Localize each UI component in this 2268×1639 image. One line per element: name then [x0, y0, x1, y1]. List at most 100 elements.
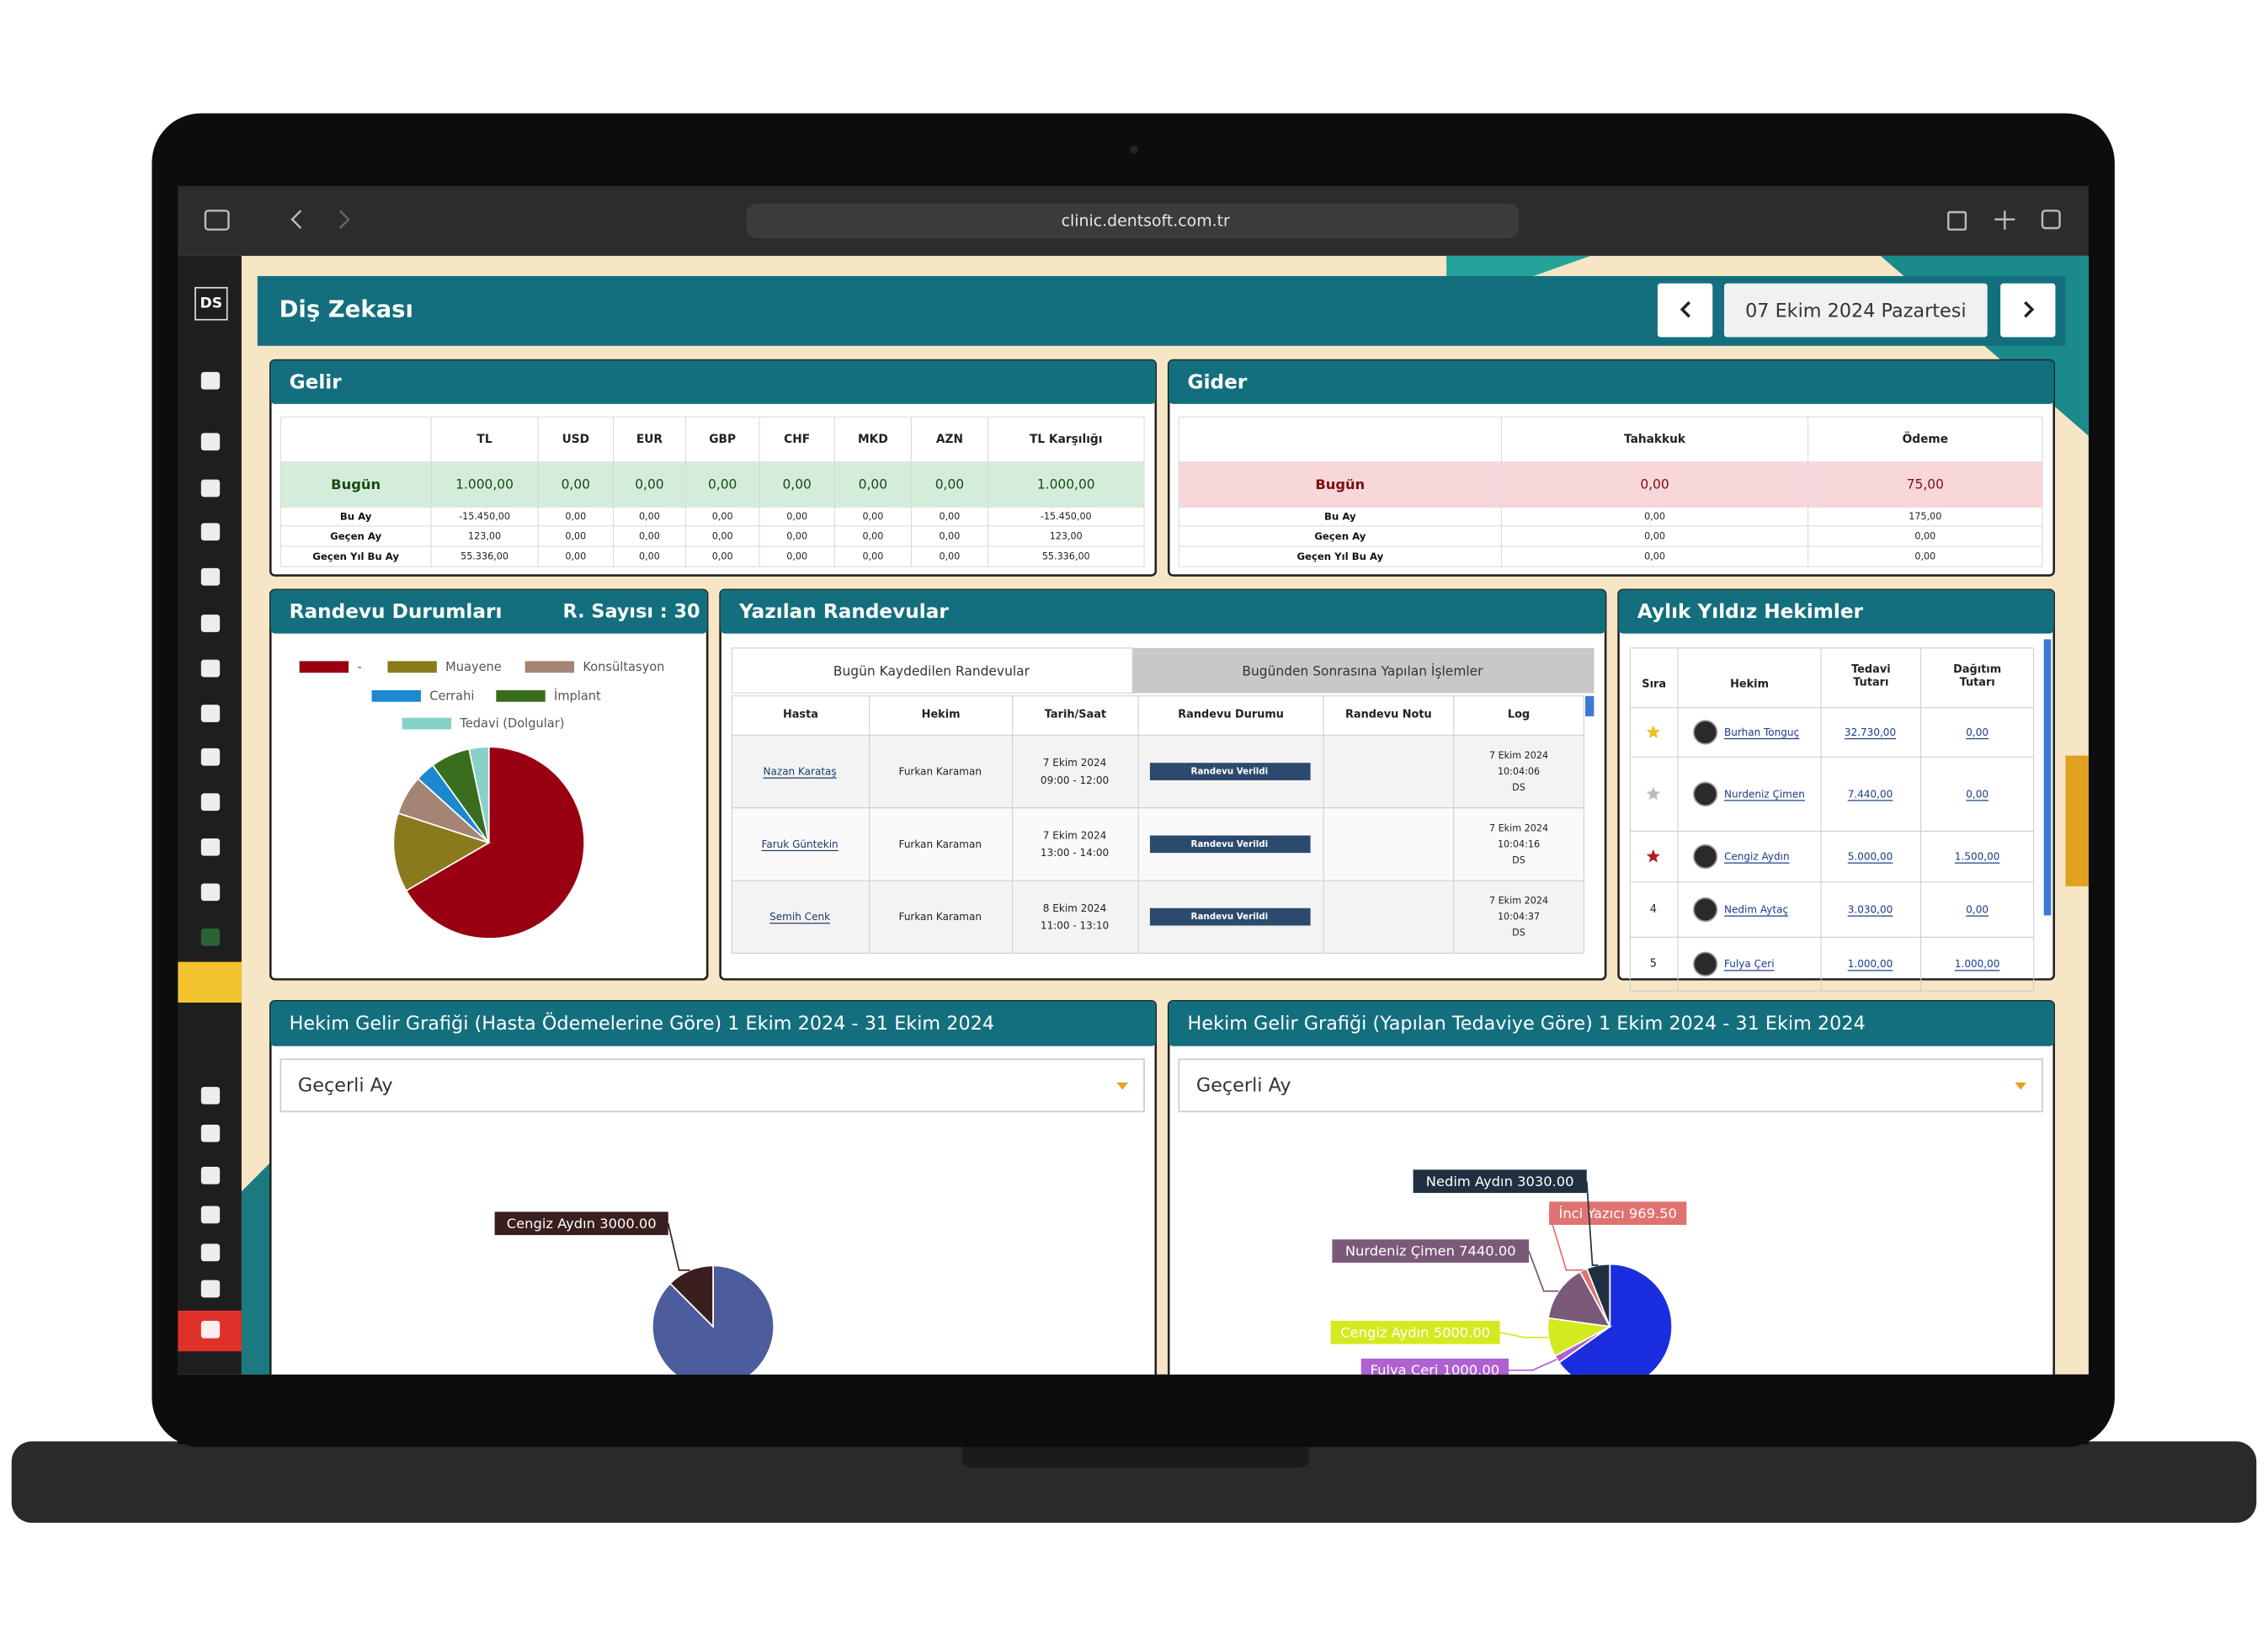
sidebar-icon[interactable] [200, 1167, 221, 1184]
sidebar-icon[interactable] [200, 433, 221, 451]
legend-label[interactable]: Cerrahi [429, 689, 474, 703]
sidebar-icon[interactable] [200, 1205, 221, 1224]
forward-button[interactable] [338, 210, 350, 229]
next-day-button[interactable] [2000, 283, 2056, 338]
sidebar-icon[interactable] [200, 1320, 221, 1338]
chevron-left [1680, 301, 1690, 318]
dropdown[interactable] [1178, 1058, 2043, 1113]
doctor-link[interactable]: Fulya Çeri [1724, 958, 1775, 970]
back-button[interactable] [290, 210, 302, 229]
log-text: 7 Ekim 2024 [1489, 750, 1548, 761]
pie-slice [652, 1264, 775, 1375]
amount-link[interactable]: 7.440,00 [1848, 788, 1893, 800]
row-label: Bugün [331, 476, 381, 492]
sidebar-toggle[interactable] [204, 210, 230, 231]
cell: 0,00 [1644, 530, 1665, 541]
legend-label[interactable]: İmplant [554, 688, 601, 703]
sidebar-icon[interactable] [200, 705, 221, 722]
amount-link[interactable]: 0,00 [1966, 726, 1988, 738]
doctor: Furkan Karaman [899, 911, 982, 923]
prev-day-button[interactable] [1657, 283, 1713, 338]
sidebar-icon[interactable] [200, 479, 221, 498]
sidebar-icon[interactable] [200, 1280, 221, 1298]
rank-star [1646, 849, 1660, 863]
cell: 0,00 [786, 530, 807, 541]
doctor-link[interactable]: Burhan Tonguç [1724, 726, 1799, 738]
laptop-notch [961, 1444, 1309, 1468]
avatar [1693, 897, 1718, 923]
doctor-link[interactable]: Nedim Aytaç [1724, 903, 1788, 915]
sidebar-icon[interactable] [200, 883, 221, 902]
amount-link[interactable]: 5.000,00 [1848, 850, 1893, 862]
patient-link[interactable]: Nazan Karataş [764, 766, 837, 778]
amount-link[interactable]: 0,00 [1966, 788, 1988, 800]
patient-link[interactable]: Faruk Güntekin [762, 838, 839, 850]
sidebar-icon[interactable] [200, 371, 221, 390]
amount-link[interactable]: 3.030,00 [1848, 903, 1893, 915]
legend-label[interactable]: Tedavi (Dolgular) [459, 716, 564, 731]
page-title: Diş Zekası [280, 296, 413, 323]
legend-label[interactable]: Muayene [445, 660, 502, 674]
legend-swatch [371, 689, 421, 702]
column-header: Tedavi Tutarı [1851, 663, 1891, 689]
bg-pattern [2065, 755, 2089, 886]
cell: 1.000,00 [455, 477, 514, 492]
date-time: 7 Ekim 2024 [1043, 757, 1106, 769]
amount-link[interactable]: 1.500,00 [1955, 850, 2000, 862]
amount-link[interactable]: 32.730,00 [1845, 726, 1896, 738]
sidebar-active-item[interactable] [178, 961, 242, 1003]
date-time: 7 Ekim 2024 [1043, 829, 1106, 841]
log-text: 7 Ekim 2024 [1489, 896, 1548, 907]
dropdown[interactable] [280, 1058, 1145, 1113]
cell: 0,00 [565, 551, 586, 562]
panel-title: Gelir [290, 370, 343, 393]
share-button[interactable] [1947, 210, 1967, 231]
cell: 0,00 [782, 477, 811, 492]
panel-title: Hekim Gelir Grafiği (Yapılan Tedaviye Gö… [1188, 1013, 1866, 1035]
doctor: Furkan Karaman [899, 838, 982, 850]
amount-link[interactable]: 1.000,00 [1848, 958, 1893, 970]
status-text: Randevu Verildi [1191, 839, 1269, 849]
tab-label[interactable]: Bugün Kaydedilen Randevular [833, 663, 1030, 678]
cell: 0,00 [862, 551, 883, 562]
sidebar-icon[interactable] [200, 1243, 221, 1262]
sidebar-icon[interactable] [200, 523, 221, 541]
tab[interactable] [1132, 647, 1595, 694]
scrollbar-thumb[interactable] [1585, 695, 1595, 716]
sidebar-icon[interactable] [200, 748, 221, 766]
sidebar-icon[interactable] [200, 928, 221, 946]
column-header: CHF [784, 433, 810, 446]
doctor-link[interactable]: Nurdeniz Çimen [1724, 788, 1805, 800]
legend-label[interactable]: Konsültasyon [583, 660, 664, 674]
status-badge [1149, 763, 1311, 780]
cell: 0,00 [940, 511, 961, 522]
legend-label[interactable]: - [357, 660, 361, 674]
sidebar-icon[interactable] [200, 615, 221, 632]
cell: 55.336,00 [1042, 551, 1090, 562]
sidebar-icon[interactable] [200, 1124, 221, 1142]
sidebar-icon[interactable] [200, 1087, 221, 1104]
sidebar-icon[interactable] [200, 567, 221, 586]
sidebar-icon[interactable] [200, 793, 221, 812]
logo-box [194, 286, 228, 321]
url-bar[interactable] [746, 203, 1520, 239]
data-label-box [1413, 1169, 1587, 1194]
sidebar-icon[interactable] [200, 838, 221, 856]
panel-header [1169, 1001, 2054, 1046]
doctor-link[interactable]: Cengiz Aydın [1724, 850, 1790, 862]
sidebar-icon[interactable] [200, 659, 221, 678]
column-header: Randevu Durumu [1178, 709, 1284, 721]
cell: 0,00 [940, 530, 961, 541]
cell: 0,00 [565, 511, 586, 522]
amount-link[interactable]: 1.000,00 [1955, 958, 2000, 970]
legend-swatch [524, 661, 575, 673]
amount-link[interactable]: 0,00 [1966, 903, 1988, 915]
tabs-button[interactable] [2041, 210, 2061, 230]
pie-slice [668, 1264, 714, 1328]
rank: 5 [1650, 958, 1657, 971]
date-time: 11:00 - 13:10 [1041, 919, 1109, 931]
scrollbar-thumb[interactable] [2043, 639, 2052, 916]
tab-label[interactable]: Bugünden Sonrasına Yapılan İşlemler [1242, 663, 1483, 678]
patient-link[interactable]: Semih Cenk [769, 911, 830, 923]
status-badge [1149, 907, 1311, 926]
